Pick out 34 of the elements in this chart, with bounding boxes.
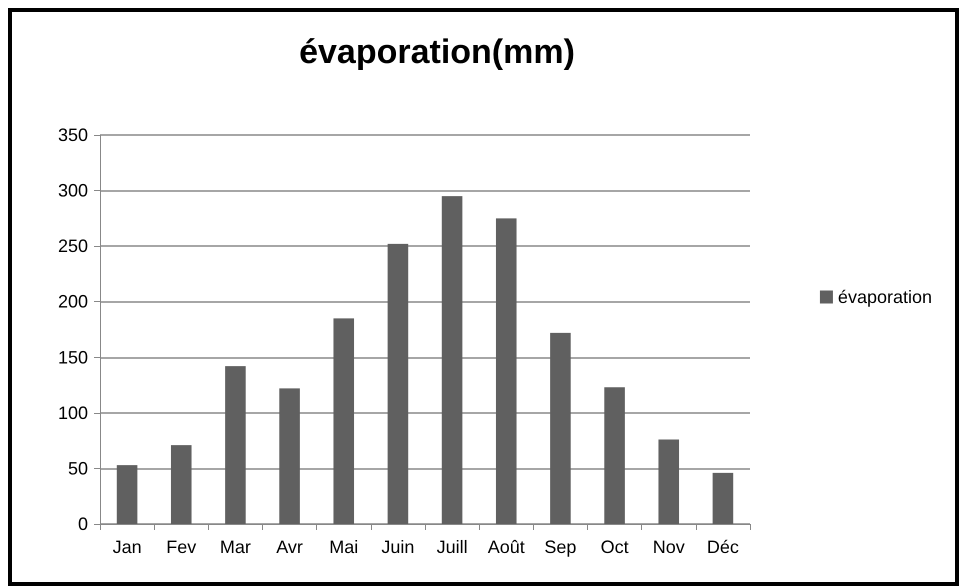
y-tick-label: 0 — [78, 514, 88, 534]
x-tick-label: Fev — [166, 537, 196, 557]
x-tick-label: Mai — [329, 537, 358, 557]
bar — [388, 244, 408, 524]
bar — [225, 366, 246, 524]
bar — [658, 440, 680, 524]
x-tick-label: Déc — [706, 537, 739, 557]
x-tick-label: Mar — [220, 537, 251, 557]
y-tick-label: 200 — [58, 292, 88, 312]
bar — [116, 465, 138, 524]
chart-title: évaporation(mm) — [299, 33, 575, 71]
x-tick-label: Août — [488, 537, 525, 557]
y-tick-label: 250 — [58, 236, 88, 256]
x-tick-label: Juill — [436, 537, 468, 557]
x-tick-label: Juin — [381, 537, 414, 557]
y-tick-label: 100 — [58, 402, 88, 423]
legend-label: évaporation — [838, 287, 932, 307]
bar — [442, 196, 462, 524]
x-tick-label: Jan — [112, 537, 142, 557]
bar — [333, 318, 354, 524]
x-tick-label: Oct — [600, 537, 629, 557]
bar — [550, 332, 571, 524]
x-tick-label: Sep — [544, 537, 576, 557]
bar — [279, 388, 300, 524]
bar — [496, 218, 517, 524]
y-tick-label: 300 — [58, 180, 88, 201]
y-tick-label: 350 — [58, 125, 88, 145]
bar — [170, 445, 192, 524]
y-tick-label: 150 — [58, 347, 88, 368]
x-tick-label: Nov — [652, 537, 685, 557]
x-tick-label: Avr — [276, 537, 303, 557]
bar — [604, 387, 625, 524]
bar — [712, 472, 734, 524]
y-tick-label: 50 — [68, 458, 88, 478]
